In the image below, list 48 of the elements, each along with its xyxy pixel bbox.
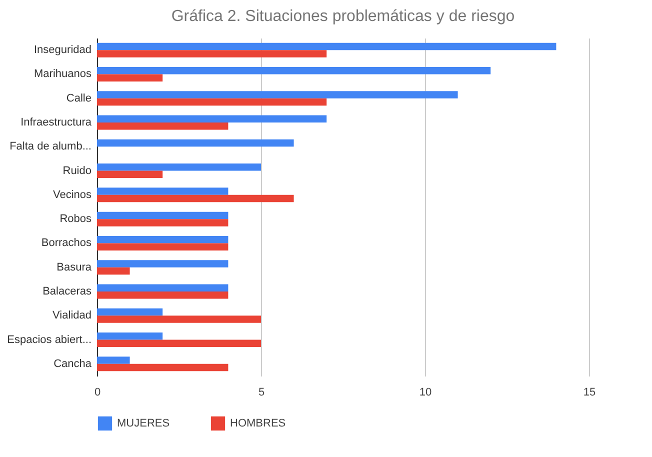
x-tick-label: 5 (258, 386, 265, 398)
bar (97, 284, 228, 292)
bar (97, 308, 163, 316)
bar (97, 364, 228, 372)
x-tick-label: 10 (419, 386, 432, 398)
bar (97, 332, 163, 340)
y-tick-label: Infraestructura (20, 116, 92, 128)
y-tick-label: Vecinos (52, 188, 92, 201)
legend-label: MUJERES (117, 417, 170, 430)
y-tick-label: Basura (56, 261, 92, 274)
y-tick-label: Ruido (62, 164, 92, 177)
bar (97, 164, 261, 171)
bar (97, 316, 261, 323)
bar (97, 91, 458, 98)
bar (97, 50, 327, 58)
bar (97, 356, 130, 364)
y-tick-label: Balaceras (42, 286, 92, 298)
x-tick-label: 0 (94, 386, 101, 398)
bar (97, 66, 491, 74)
bar (97, 170, 163, 178)
bar (97, 139, 294, 147)
bar (97, 260, 228, 268)
bar (97, 219, 228, 226)
bar (97, 340, 261, 348)
chart-title: Gráfica 2. Situaciones problemáticas y de riesgo (171, 8, 515, 25)
y-tick-label: Falta de alumb... (10, 140, 92, 153)
y-tick-label: Marihuanos (34, 68, 92, 80)
y-tick-label: Calle (66, 92, 92, 104)
x-tick-label: 15 (583, 386, 596, 398)
bar (97, 267, 130, 275)
bar (97, 115, 327, 122)
bar (97, 74, 163, 82)
y-tick-label: Cancha (54, 358, 92, 370)
legend-label: HOMBRES (230, 417, 286, 430)
bar (97, 188, 228, 195)
y-tick-label: Vialidad (52, 310, 92, 322)
y-tick-label: Inseguridad (34, 44, 92, 56)
bar (97, 122, 228, 130)
bar (97, 42, 556, 50)
y-tick-label: Borrachos (41, 237, 92, 250)
y-tick-label: Robos (60, 213, 92, 226)
bar (97, 194, 294, 202)
bar (97, 243, 228, 250)
y-tick-label: Espacios abiert... (7, 334, 92, 346)
bar (97, 236, 228, 244)
bar (97, 212, 228, 220)
bar (97, 98, 327, 106)
bar (97, 292, 228, 299)
